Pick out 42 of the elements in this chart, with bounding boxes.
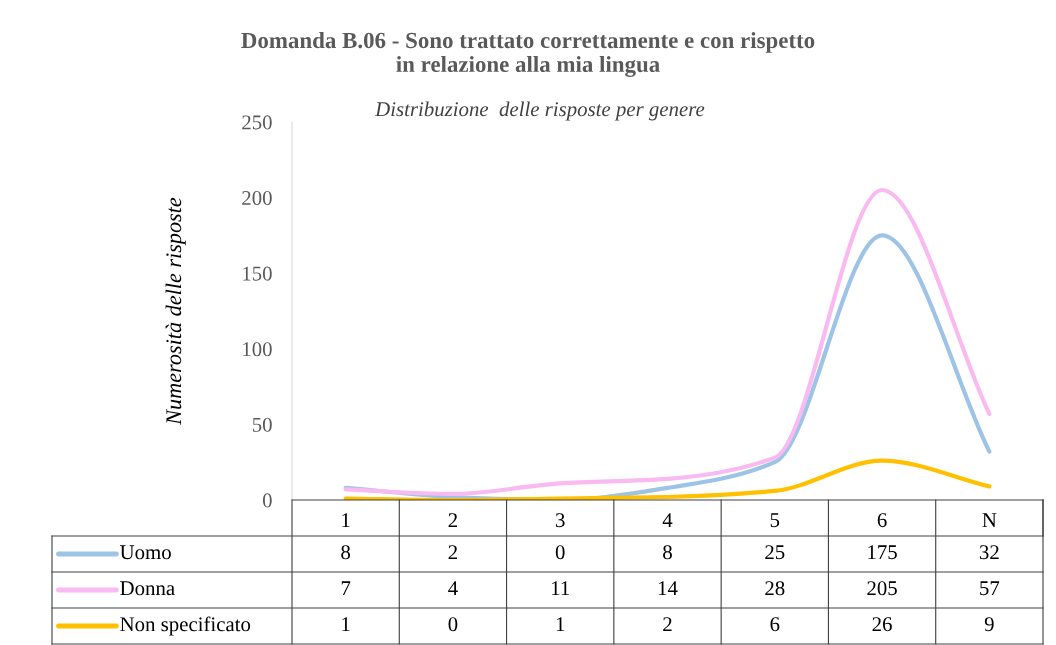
line-series — [343, 458, 992, 500]
data-label: 2 — [663, 617, 672, 632]
data-label: 1 — [556, 617, 565, 632]
data-label: 2 — [448, 545, 457, 560]
data-label: 205 — [867, 581, 897, 596]
x-tick-label: 2 — [448, 513, 457, 527]
data-label: 9 — [984, 617, 994, 632]
legend-label: Donna — [120, 581, 175, 596]
legend-label: Uomo — [120, 545, 171, 560]
chart-title: Domanda B.06 - Sono trattato correttamente e con rispetto in relazione alla mia lingua — [241, 32, 815, 77]
legend-label: Non specificato — [120, 616, 251, 636]
data-label: 32 — [979, 545, 999, 560]
data-label: 0 — [448, 617, 458, 632]
y-tick-label: 0 — [262, 493, 272, 508]
y-axis-title: Numerosità delle risposte — [165, 197, 186, 425]
data-label: 25 — [765, 545, 785, 560]
x-tick-label: N — [982, 513, 997, 527]
data-label: 8 — [341, 545, 351, 560]
y-tick-label: 200 — [242, 190, 272, 206]
data-label: 175 — [868, 545, 897, 560]
data-label: 26 — [872, 617, 892, 632]
x-tick-label: 3 — [556, 513, 565, 528]
x-tick-label: 6 — [877, 513, 887, 528]
data-label: 57 — [980, 581, 1000, 596]
data-label: 6 — [770, 617, 780, 632]
y-tick-label: 100 — [243, 342, 272, 357]
y-tick-label: 50 — [252, 417, 272, 432]
data-label: 14 — [658, 581, 678, 596]
x-tick-label: 1 — [342, 513, 350, 527]
data-label: 28 — [765, 581, 785, 596]
chart-subtitle: Distribuzione delle risposte per genere — [374, 101, 705, 121]
line-series — [343, 187, 992, 497]
data-label: 7 — [341, 581, 351, 596]
y-tick-label: 150 — [243, 266, 272, 281]
data-label: 11 — [552, 581, 569, 596]
data-label: 8 — [663, 545, 672, 560]
x-tick-label: 4 — [662, 513, 673, 527]
data-label: 4 — [448, 581, 458, 596]
x-tick-label: 5 — [770, 513, 780, 528]
y-tick-label: 250 — [242, 115, 272, 130]
data-label: 1 — [342, 617, 350, 632]
data-label: 0 — [555, 545, 565, 560]
